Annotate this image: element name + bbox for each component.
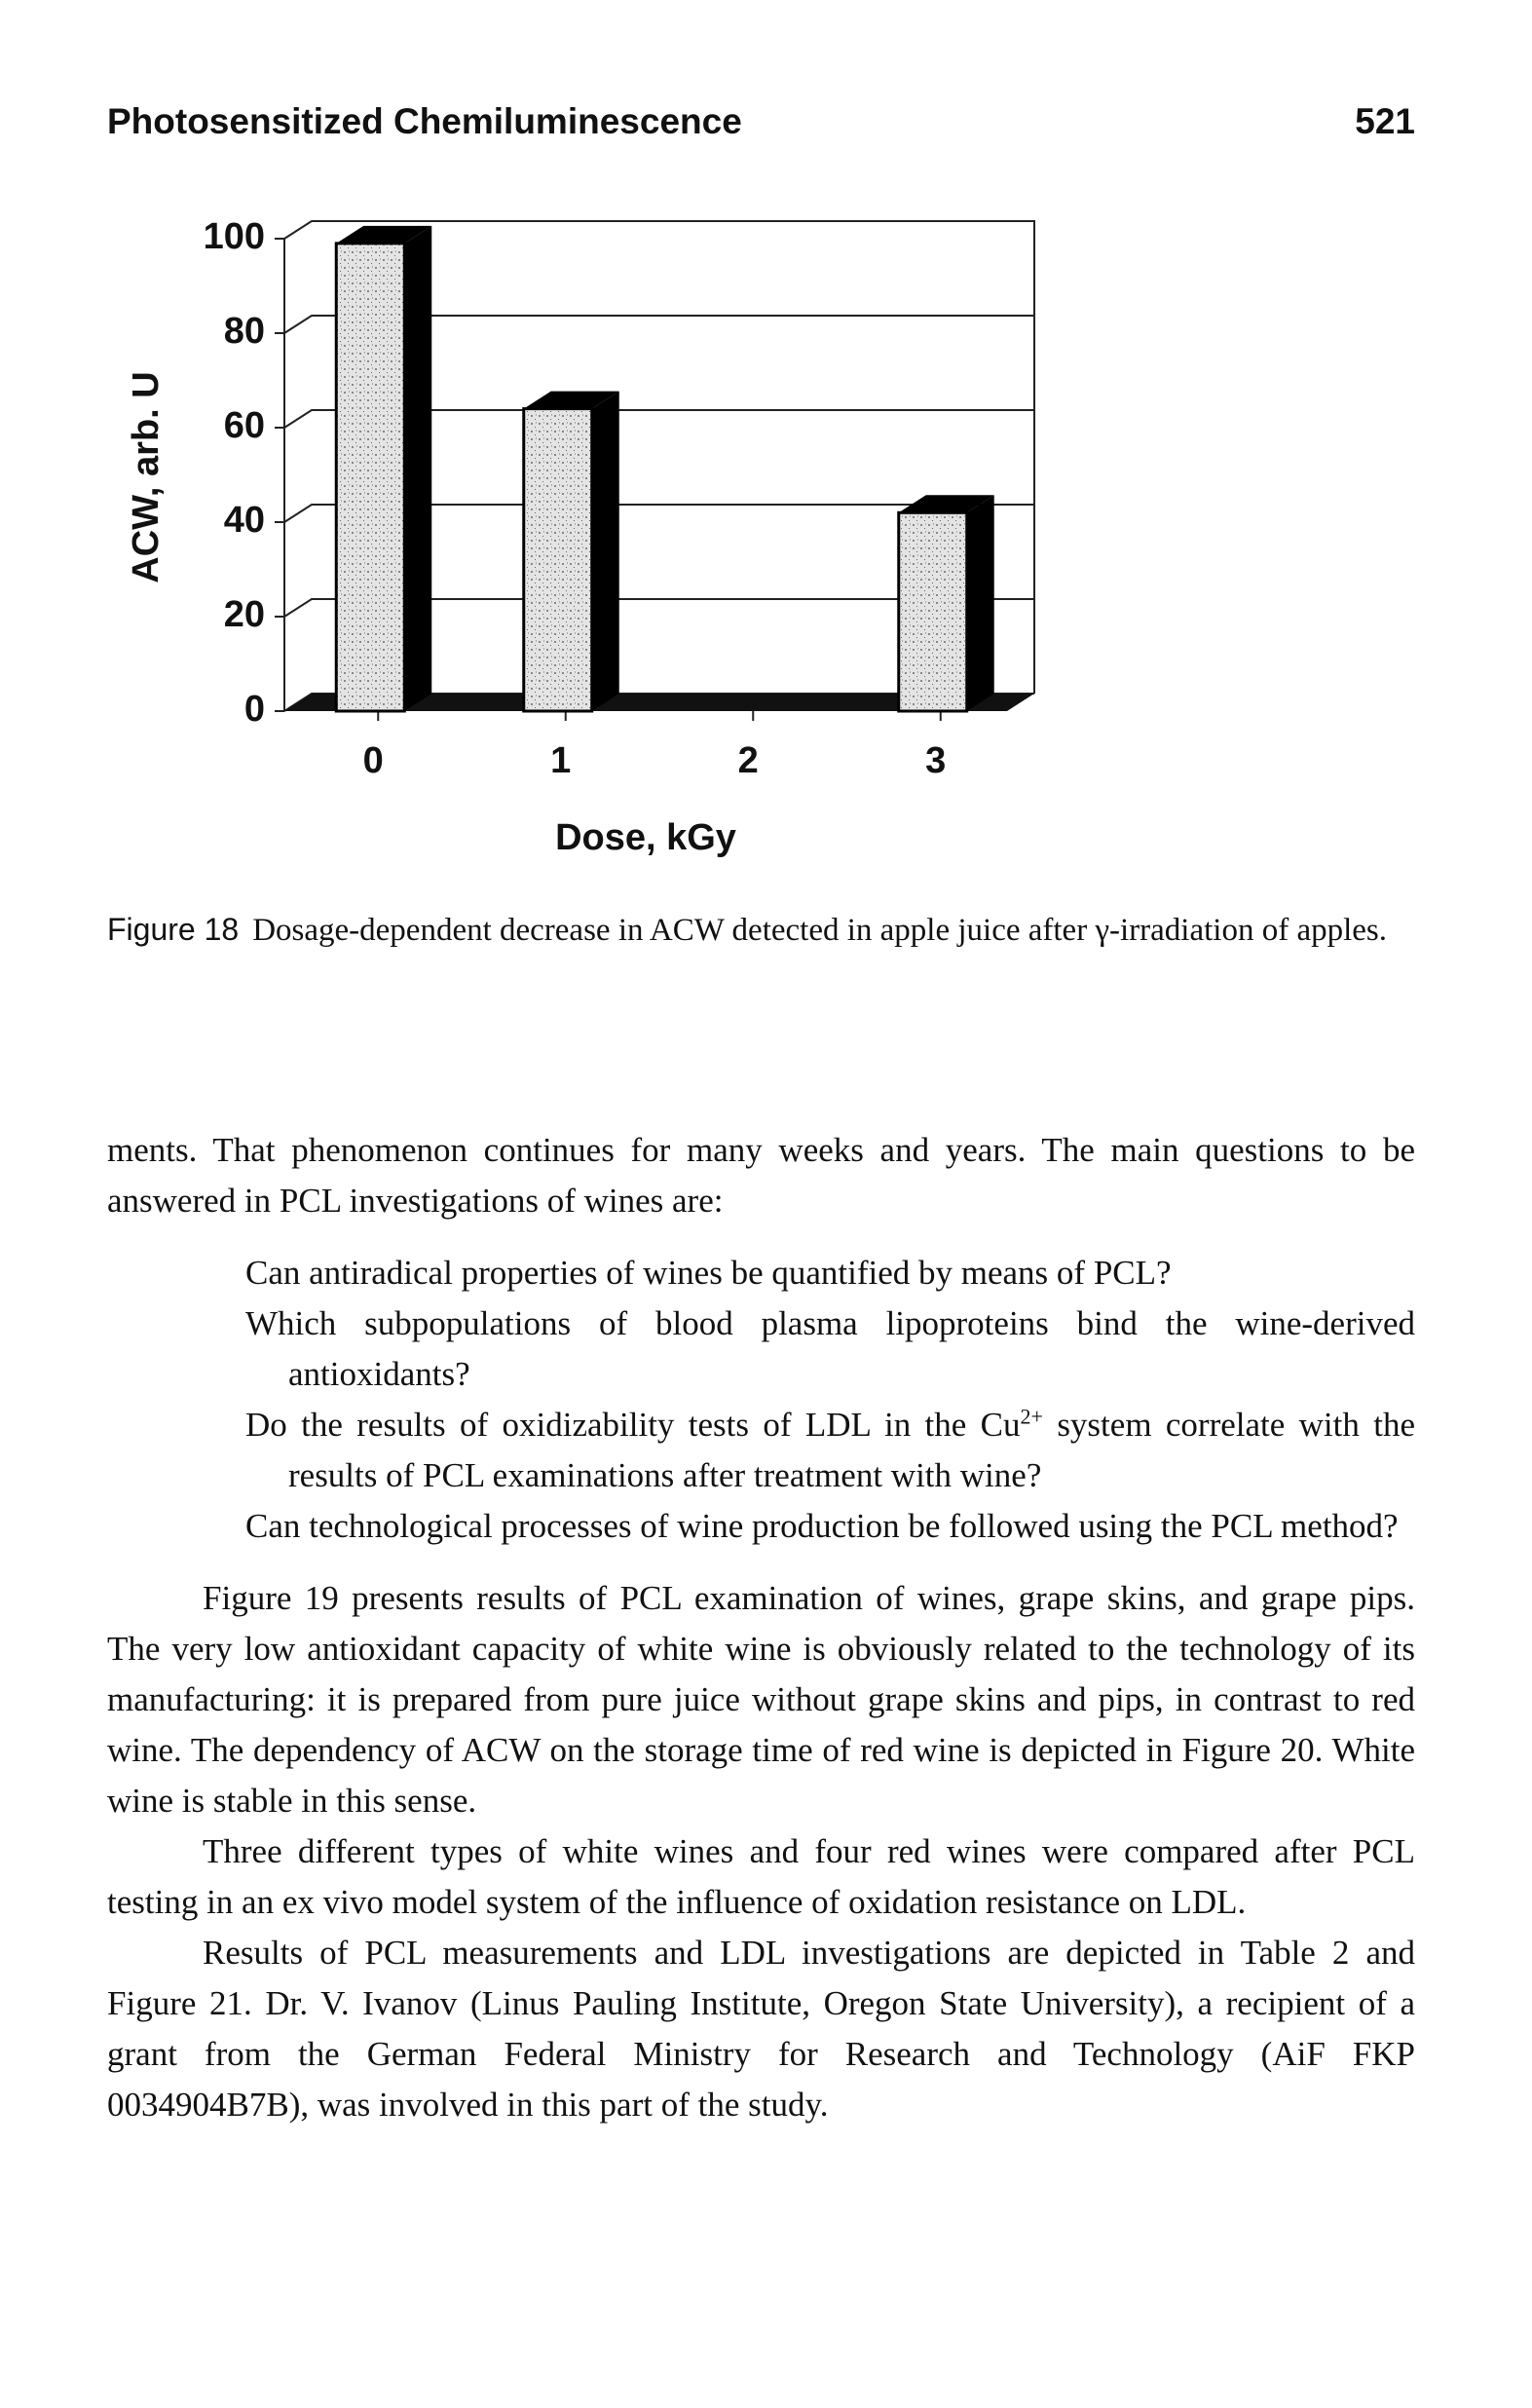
grid-line [283,409,1034,429]
floor [284,694,1034,711]
grid-line [283,220,1034,240]
bar-top [523,391,619,409]
bar-top [898,495,994,513]
superscript: 2+ [1020,1404,1043,1429]
y-tick-label: 60 [224,405,265,446]
bar-top [336,225,432,244]
bar-side [404,225,432,711]
x-tick-label: 1 [550,740,571,781]
question-text: system correlate with the results of PCL… [288,1406,1415,1494]
y-axis-label: ACW, arb. U [126,371,167,583]
x-axis-label: Dose, kGy [555,817,736,858]
paragraph: Results of PCL measurements and LDL inve… [107,1934,1415,2124]
chart: ACW, arb. U Dose, kGy 0 20 40 60 80 100 0 1 2 3 [126,216,1035,858]
bar-side [966,495,994,711]
bar [522,407,594,713]
caption-label: Figure 18 [107,912,240,947]
grid-line [283,504,1034,523]
y-tick-label: 100 [204,216,265,257]
body-text: ments. That phenomenon continues for man… [107,1125,1415,2130]
caption-text: Dosage-dependent decrease in ACW detecte… [252,913,1388,948]
grid-line [283,598,1034,618]
bar-side [591,391,619,711]
paragraph: Three different types of white wines and… [107,1832,1415,1921]
y-tick-label: 20 [224,594,265,635]
figure-caption: Figure 18 Dosage-dependent decrease in AC… [107,906,1415,954]
bar [334,242,406,713]
y-tick-label: 0 [244,689,265,730]
question: Can technological processes of wine prod… [245,1507,1399,1545]
question: Can antiradical properties of wines be q… [245,1254,1172,1292]
y-tick-label: 80 [224,311,265,352]
question: Do the results of oxidizability tests of… [245,1400,1415,1501]
y-tick-label: 40 [224,500,265,541]
running-head: Photosensitized Chemiluminescence [107,101,742,141]
paragraph: ments. That phenomenon continues for man… [107,1131,1415,1220]
question: Which subpopulations of blood plasma lip… [245,1304,1415,1393]
x-tick-label: 3 [925,740,946,781]
page-number: 521 [1355,101,1415,141]
question-text: Do the results of oxidizability tests of… [245,1406,1021,1444]
x-tick-label: 2 [738,740,759,781]
x-tick-label: 0 [363,740,384,781]
grid-line [283,315,1034,334]
paragraph: Figure 19 presents results of PCL examin… [107,1579,1415,1820]
bar [897,510,969,713]
